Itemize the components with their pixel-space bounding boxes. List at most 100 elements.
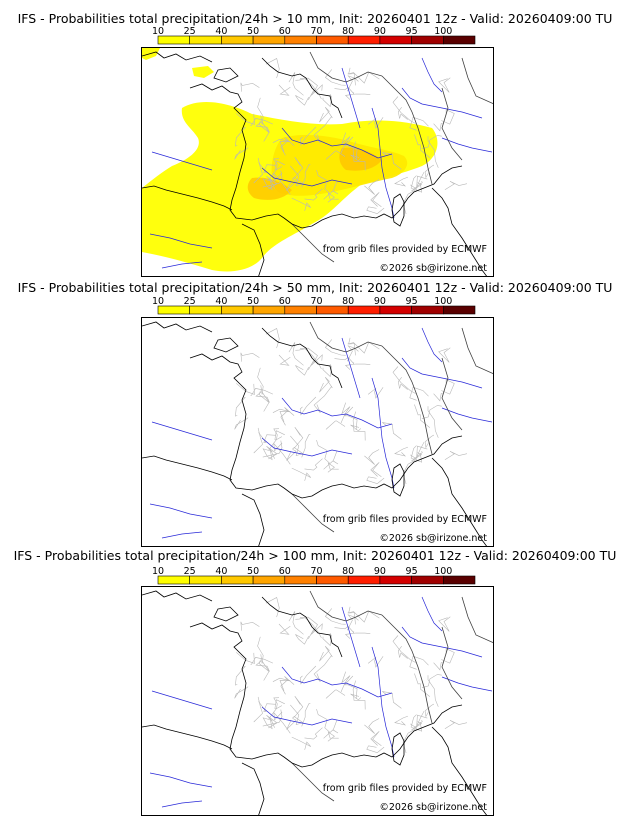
river: [441, 676, 493, 692]
admin-boundary: [414, 134, 430, 158]
admin-boundary: [236, 113, 255, 125]
admin-boundary: [421, 135, 442, 149]
admin-boundary: [427, 675, 439, 707]
admin-boundary: [444, 720, 468, 730]
admin-boundary: [266, 446, 278, 460]
admin-boundary: [308, 84, 323, 100]
admin-boundary: [291, 736, 312, 750]
precip-area: [192, 66, 214, 78]
colorbar-tick-label: 50: [247, 296, 259, 307]
admin-boundary: [409, 116, 429, 131]
coastline: [431, 187, 487, 276]
colorbar-tick-label: 70: [310, 296, 322, 307]
colorbar-tick-label: 60: [279, 566, 291, 577]
coastline: [189, 596, 463, 768]
admin-boundary: [313, 386, 332, 413]
colorbar-tick-label: 60: [279, 26, 291, 37]
river: [161, 800, 203, 808]
admin-boundary: [370, 731, 382, 746]
colorbar-segment: [221, 305, 254, 315]
map-svg: [142, 590, 493, 815]
map: from grib files provided by ECMWF ©2026 …: [141, 47, 494, 277]
admin-boundary: [295, 365, 309, 376]
colorbar-tick-label: 70: [310, 26, 322, 37]
admin-boundary: [299, 396, 317, 416]
admin-boundary: [286, 718, 297, 730]
country-border: [441, 357, 463, 431]
admin-boundary: [347, 71, 380, 84]
admin-boundary: [411, 451, 423, 462]
panel-title: IFS - Probabilities total precipitation/…: [13, 548, 617, 563]
colorbar-tick-label: 90: [374, 296, 386, 307]
admin-boundary: [257, 97, 264, 125]
admin-boundary: [235, 396, 246, 417]
admin-boundary: [344, 632, 371, 639]
admin-boundary: [397, 377, 408, 390]
precip-area: [271, 135, 408, 196]
country-border: [381, 345, 433, 455]
admin-boundary: [235, 126, 246, 147]
colorbar-segment: [189, 305, 222, 315]
admin-boundary: [304, 458, 323, 471]
country-border: [461, 57, 493, 104]
admin-boundary: [278, 84, 291, 96]
river: [421, 596, 443, 632]
admin-boundary: [280, 676, 295, 695]
admin-boundary: [438, 77, 451, 93]
admin-boundary: [290, 165, 304, 187]
coastline: [142, 51, 239, 83]
country-border: [309, 321, 383, 353]
country-border: [291, 493, 335, 533]
colorbar-tick-label: 100: [434, 566, 452, 577]
colorbar-segment: [379, 305, 412, 315]
admin-boundary: [250, 118, 274, 126]
colorbar-tick-label: 25: [184, 26, 196, 37]
colorbar-segment: [221, 575, 254, 585]
colorbar-tick-label: 100: [434, 26, 452, 37]
coastline: [189, 327, 463, 499]
admin-boundary: [323, 451, 339, 470]
source-credit: from grib files provided by ECMWF: [322, 783, 487, 794]
colorbar-tick-label: 10: [152, 296, 164, 307]
admin-boundary: [433, 123, 443, 132]
admin-boundary: [347, 345, 359, 362]
admin-boundary: [290, 435, 304, 457]
admin-boundary: [325, 150, 346, 160]
colorbar-segment: [411, 575, 444, 585]
admin-boundary: [286, 179, 297, 191]
admin-boundary: [322, 93, 333, 108]
map: from grib files provided by ECMWF ©2026 …: [141, 586, 494, 816]
admin-boundary: [295, 77, 318, 93]
admin-boundary: [234, 686, 249, 699]
river: [341, 606, 361, 668]
admin-boundary: [367, 387, 384, 399]
map: from grib files provided by ECMWF ©2026 …: [141, 317, 494, 547]
source-credit: from grib files provided by ECMWF: [322, 514, 487, 525]
admin-boundary: [266, 715, 278, 729]
admin-boundary: [280, 407, 295, 426]
admin-boundary: [308, 623, 323, 639]
river: [151, 690, 213, 710]
colorbar-tick-label: 100: [434, 296, 452, 307]
precip-area: [247, 177, 292, 200]
admin-boundary: [433, 393, 443, 402]
admin-boundary: [411, 720, 423, 731]
colorbar-tick-label: 40: [215, 26, 227, 37]
admin-boundary: [392, 96, 416, 124]
admin-boundary: [344, 93, 371, 100]
admin-boundary: [433, 662, 443, 671]
admin-boundary: [334, 356, 355, 365]
admin-boundary: [324, 69, 346, 86]
admin-boundary: [343, 136, 358, 161]
colorbar-segment: [189, 575, 222, 585]
admin-boundary: [414, 673, 430, 697]
admin-boundary: [421, 405, 442, 419]
colorbar-tick-label: 90: [374, 566, 386, 577]
colorbar-segment: [379, 575, 412, 585]
admin-boundary: [427, 136, 439, 168]
country-border: [441, 626, 463, 700]
admin-boundary: [424, 164, 435, 179]
admin-boundary: [272, 677, 291, 692]
admin-boundary: [324, 339, 346, 356]
admin-boundary: [313, 116, 332, 143]
